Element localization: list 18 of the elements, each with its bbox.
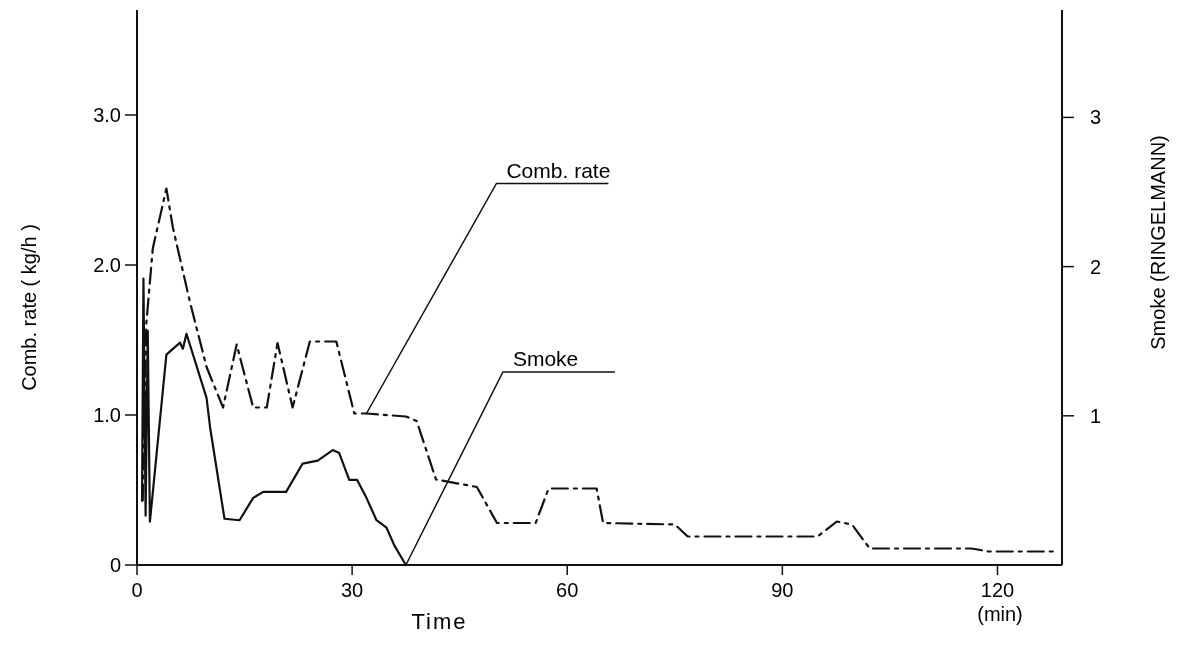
y2-axis-title: Smoke (RINGELMANN) <box>1147 135 1169 350</box>
annotation: Comb. rate <box>506 158 611 182</box>
y2-tick-label: 1 <box>1090 404 1102 427</box>
text: (min) <box>977 603 1023 625</box>
y2-tick-label: 3 <box>1090 106 1102 129</box>
y2-tick-label: 2 <box>1090 255 1102 278</box>
x-tick-label: 90 <box>771 579 794 601</box>
x-tick-label: 60 <box>556 579 579 601</box>
x-tick-label: 120 <box>980 579 1015 601</box>
y-tick-label: 3.0 <box>93 104 121 126</box>
y-tick-label: 2.0 <box>93 254 121 276</box>
y-tick-label: 0 <box>109 554 121 576</box>
y-axis-title: Comb. rate ( kg/h ) <box>18 224 40 391</box>
annotation: Smoke <box>512 347 579 370</box>
y-tick-label: 1.0 <box>93 404 121 426</box>
x-tick-label: 0 <box>131 579 143 601</box>
x-axis-title: Time <box>411 609 468 634</box>
x-tick-label: 30 <box>340 579 364 601</box>
